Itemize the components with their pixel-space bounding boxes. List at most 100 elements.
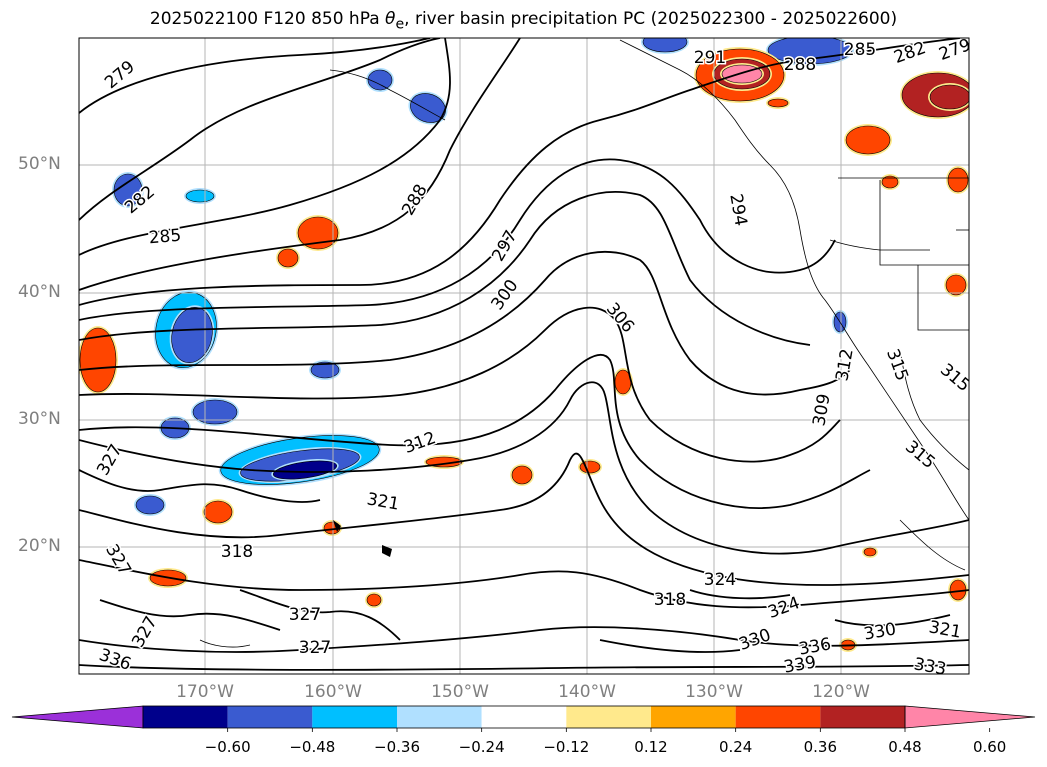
precip-blob	[366, 68, 394, 92]
precip-blob	[844, 124, 892, 156]
theta-e-contour	[79, 664, 969, 671]
theta-e-contour	[79, 452, 969, 586]
theta-e-contour	[79, 38, 961, 306]
lon-label: 150°W	[431, 682, 489, 702]
precip-blob	[944, 273, 968, 297]
contour-label: 285	[148, 226, 182, 249]
theta-e-contour	[79, 38, 431, 114]
colorbar-tick-label: −0.12	[543, 738, 590, 756]
contour-label: 339	[782, 652, 817, 677]
colorbar-segment	[651, 706, 736, 728]
colorbar	[11, 705, 1036, 732]
contour-label: 327	[299, 638, 331, 658]
precip-blob	[112, 172, 144, 208]
theta-e-contour	[599, 639, 741, 653]
theta-e-contour	[689, 589, 791, 600]
theta-e-contour	[79, 381, 969, 555]
precip-blob	[169, 305, 215, 365]
gridlines-layer	[79, 38, 969, 674]
coastline	[619, 39, 969, 521]
colorbar-tick-label: 0.24	[718, 738, 753, 756]
theta-e-contour	[79, 306, 841, 463]
precip-blob	[613, 368, 633, 396]
colorbar-frame	[142, 705, 906, 729]
theta-e-contour	[239, 589, 401, 641]
lat-label: 30°N	[18, 409, 61, 429]
map-frame	[78, 37, 970, 675]
colorbar-tick-label: 0.36	[803, 738, 838, 756]
colorbar-extend-min	[11, 705, 144, 729]
theta-e-contour	[834, 614, 951, 627]
coastline	[899, 519, 966, 571]
map-title: 2025022100 F120 850 hPa θe, river basin …	[149, 9, 898, 33]
precip-blob	[766, 97, 790, 109]
precip-blob	[766, 38, 854, 66]
contour-label: 318	[221, 542, 253, 562]
coastline	[879, 180, 969, 266]
lat-label: 40°N	[18, 282, 61, 302]
colorbar-segment	[820, 706, 905, 728]
colorbar-segment	[227, 706, 313, 728]
theta-e-contours-layer	[79, 38, 969, 671]
lon-label: 170°W	[176, 682, 234, 702]
theta-e-contour	[79, 559, 969, 609]
contour-label: 324	[704, 570, 736, 590]
colorbar-tick-label: −0.36	[374, 738, 420, 756]
lon-label: 130°W	[685, 682, 743, 702]
precip-blob	[271, 459, 339, 481]
precip-blob	[184, 188, 216, 204]
contour-label: 318	[654, 590, 686, 610]
island	[382, 545, 392, 557]
contour-label: 291	[694, 48, 726, 68]
lon-label: 160°W	[304, 682, 362, 702]
theta-e-contour	[79, 354, 871, 509]
precip-blob	[880, 174, 900, 190]
theta-e-contour	[79, 191, 811, 346]
precip-blob	[365, 592, 383, 608]
coastline	[899, 349, 969, 471]
coastline	[917, 265, 969, 331]
precip-blob	[578, 459, 602, 475]
precip-blob	[641, 38, 689, 54]
colorbar-extend-max	[904, 705, 1036, 729]
theta-e-contour	[79, 158, 836, 321]
theta-e-contour	[79, 469, 321, 503]
lon-label: 120°W	[812, 682, 870, 702]
colorbar-tick-label: −0.48	[289, 738, 336, 756]
colorbar-segment	[481, 706, 567, 728]
precip-blob	[202, 499, 234, 525]
colorbar-tick-label: 0.60	[972, 738, 1007, 756]
colorbar-tick-label: 0.48	[888, 738, 922, 756]
colorbar-tick-label: −0.24	[458, 738, 505, 756]
lon-label: 140°W	[558, 682, 616, 702]
coastline	[199, 639, 251, 648]
lat-label: 20°N	[18, 536, 61, 556]
colorbar-segment	[143, 706, 228, 728]
theta-e-contour	[99, 599, 281, 631]
precip-blob	[134, 494, 166, 516]
colorbar-segment	[735, 706, 821, 728]
theta-e-contour	[79, 38, 451, 256]
colorbar-segment	[566, 706, 651, 728]
precip-blob	[720, 63, 764, 85]
map-plot-area	[79, 38, 969, 674]
contour-label: 285	[844, 40, 876, 60]
colorbar-tick-label: 0.12	[634, 738, 668, 756]
precip-blob	[928, 83, 969, 111]
precip-blob	[276, 247, 300, 269]
precipitation-shading-layer	[79, 38, 969, 652]
precip-blob	[862, 546, 878, 558]
precip-blob	[79, 326, 118, 394]
theta-e-contour	[79, 250, 851, 396]
colorbar-segment	[397, 706, 482, 728]
colorbar-segment	[312, 706, 397, 728]
contour-label: 333	[912, 654, 947, 679]
precip-blob	[948, 578, 968, 602]
contour-label: 288	[784, 55, 816, 75]
precip-blob	[946, 166, 969, 194]
contour-label: 327	[289, 605, 321, 625]
precip-blob	[510, 464, 534, 486]
precip-blob	[191, 398, 239, 426]
theta-e-contour	[79, 38, 441, 221]
